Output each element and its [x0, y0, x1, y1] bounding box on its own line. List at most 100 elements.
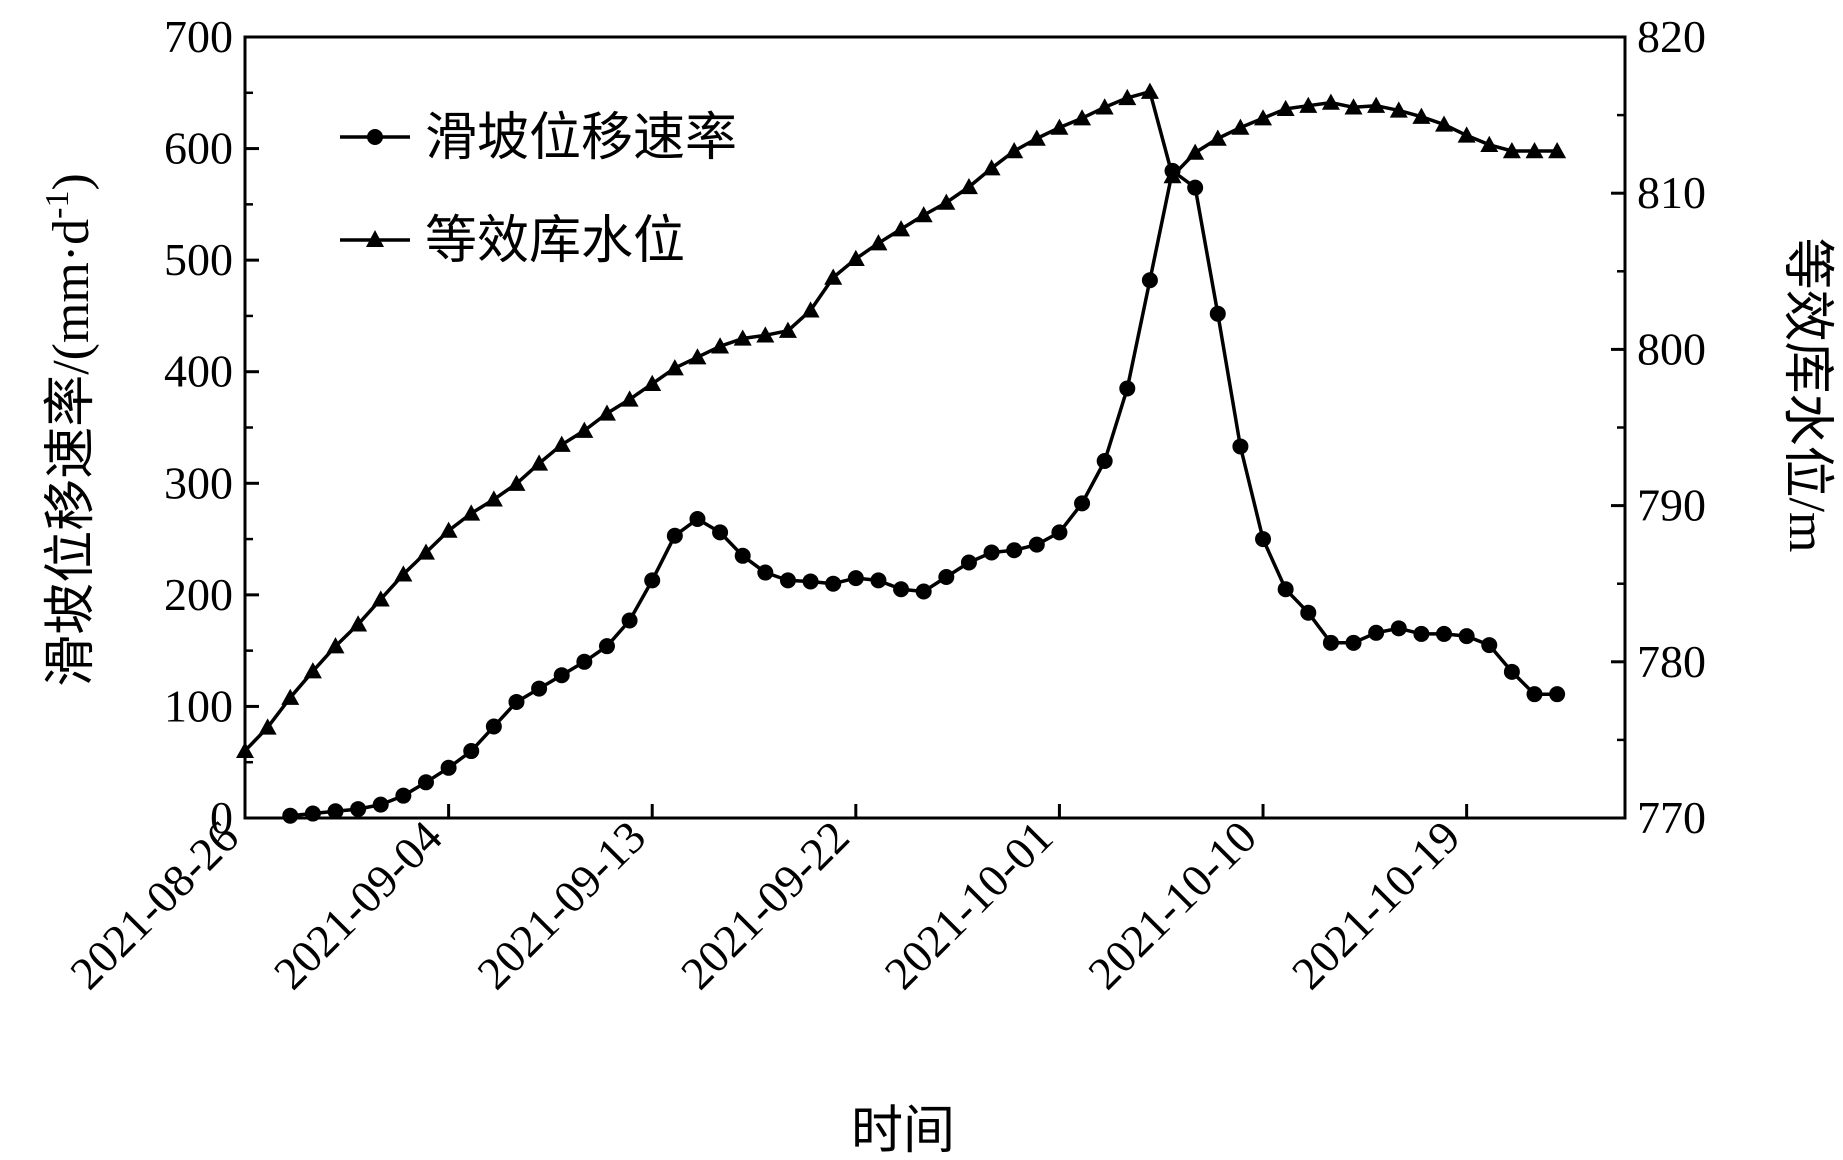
data-point [350, 801, 367, 818]
data-point [778, 321, 797, 338]
legend-label-reservoir: 等效库水位 [425, 213, 685, 270]
legend-marker-displacement [367, 129, 383, 145]
right-tick-label: 820 [1637, 11, 1706, 62]
data-point [326, 637, 345, 654]
data-point [620, 390, 639, 407]
right-axis-title: 等效库水位/m [1778, 238, 1835, 553]
data-point [531, 680, 548, 697]
data-point [1119, 380, 1136, 397]
data-point [1300, 604, 1317, 621]
data-point [1095, 98, 1114, 115]
legend: 滑坡位移速率 等效库水位 [340, 110, 737, 270]
left-axis-title-sup: -1 [39, 191, 76, 219]
data-point [1502, 142, 1521, 159]
data-point [1028, 536, 1045, 553]
data-point [507, 474, 526, 491]
data-point [485, 718, 502, 735]
data-point [1322, 634, 1339, 651]
data-point [416, 543, 435, 560]
legend-label-displacement: 滑坡位移速率 [425, 110, 737, 167]
left-tick-label: 300 [164, 457, 233, 508]
data-point [757, 564, 774, 581]
right-tick-label: 800 [1637, 323, 1706, 374]
data-point [938, 569, 955, 586]
x-tick-label: 2021-09-04 [264, 811, 452, 999]
x-tick-label: 2021-08-26 [60, 811, 248, 999]
data-point [304, 805, 321, 822]
data-point [462, 504, 481, 521]
series-line-1 [243, 89, 1558, 753]
data-point [1368, 624, 1385, 641]
data-point [484, 490, 503, 507]
data-point [1344, 98, 1363, 115]
data-point [756, 326, 775, 343]
data-point [959, 177, 978, 195]
data-point [870, 572, 887, 589]
data-point [440, 759, 457, 776]
right-tick-label: 810 [1637, 167, 1706, 218]
left-tick-label: 100 [164, 680, 233, 731]
data-point [530, 454, 549, 471]
legend-marker-reservoir [366, 230, 384, 247]
data-point [1525, 142, 1544, 159]
data-point [1140, 82, 1159, 99]
data-point [915, 583, 932, 600]
data-point [711, 337, 730, 354]
data-point [1503, 663, 1520, 680]
data-point [1073, 109, 1092, 126]
data-point [937, 193, 956, 210]
data-point [1480, 135, 1499, 152]
data-point [733, 329, 752, 346]
data-point [1436, 625, 1453, 642]
x-tick-label: 2021-10-01 [875, 811, 1063, 999]
data-point [869, 234, 888, 251]
left-tick-label: 600 [164, 123, 233, 174]
data-point [1255, 531, 1272, 548]
left-tick-label: 400 [164, 346, 233, 397]
data-point [1005, 142, 1024, 159]
left-axis: 0 100 200 300 400 500 600 700 [164, 11, 259, 843]
data-point [1481, 637, 1498, 654]
data-point [1231, 118, 1250, 135]
data-point [688, 348, 707, 365]
left-tick-label: 0 [210, 792, 233, 843]
data-point [327, 803, 344, 820]
left-tick-label: 500 [164, 234, 233, 285]
data-point [575, 421, 594, 438]
data-point [439, 521, 458, 538]
data-point [1187, 179, 1204, 196]
data-point [1186, 143, 1205, 160]
data-point [960, 554, 977, 571]
data-point [1209, 305, 1226, 322]
data-point [303, 662, 322, 679]
data-point [553, 667, 570, 684]
data-point [281, 688, 300, 705]
data-point [1345, 634, 1362, 651]
right-tick-label: 770 [1637, 792, 1706, 843]
data-point [779, 572, 796, 589]
data-point [1096, 452, 1113, 469]
data-point [1141, 272, 1158, 289]
data-point [282, 807, 299, 824]
data-point [1435, 115, 1454, 132]
x-tick-label: 2021-09-13 [467, 811, 655, 999]
data-point [1232, 438, 1249, 455]
data-point [349, 615, 368, 632]
data-point [1390, 620, 1407, 637]
right-axis: 770 780 790 800 810 820 [1611, 11, 1706, 843]
data-point [463, 743, 480, 760]
data-point [665, 359, 684, 376]
data-point [1367, 96, 1386, 113]
data-point [1006, 542, 1023, 559]
data-point [914, 206, 933, 223]
left-axis-title: 滑坡位移速率/(mm·d-1) [39, 173, 100, 687]
data-point [371, 590, 390, 607]
left-axis-title-main: 滑坡位移速率/(mm·d [43, 219, 100, 687]
data-point [508, 693, 525, 710]
left-axis-title-close: ) [43, 173, 100, 190]
data-point [236, 741, 254, 759]
data-point [576, 653, 593, 670]
data-point [1074, 495, 1091, 512]
x-axis: 2021-08-26 2021-09-04 2021-09-13 2021-09-22… [60, 804, 1470, 999]
data-point [1254, 109, 1273, 126]
